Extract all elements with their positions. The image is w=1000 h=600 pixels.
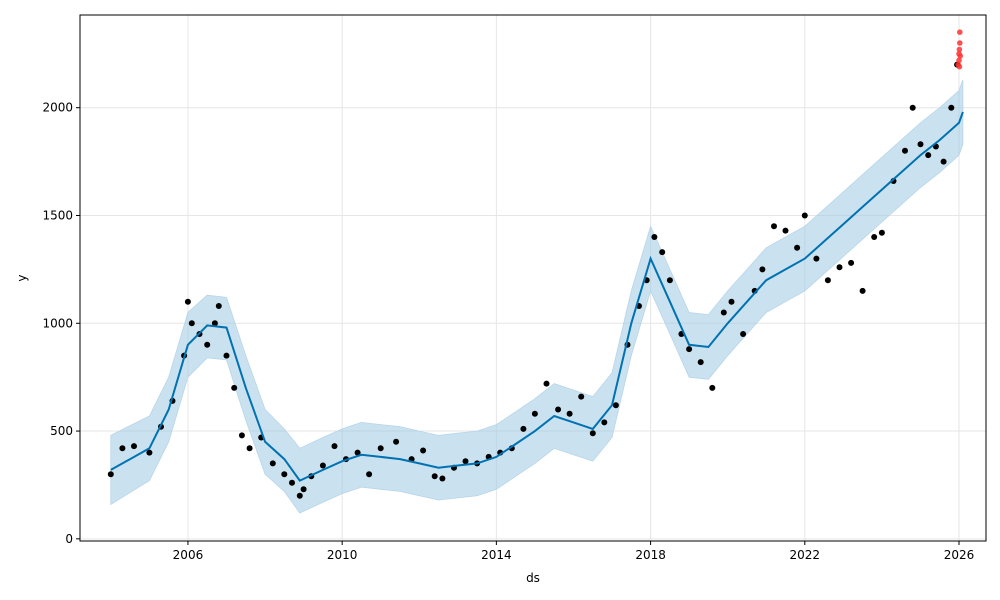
observed-point [848,259,855,266]
observed-point [659,249,666,256]
observed-point [331,443,338,450]
observed-point [246,445,253,452]
observed-point [215,303,222,309]
x-axis-ticks: 2006 2010 2014 2018 2022 2026 [173,541,975,562]
observed-point [925,152,932,159]
observed-point [119,445,126,452]
x-tick-label: 2006 [173,548,204,562]
forecast-line-group [110,111,964,482]
x-tick-label: 2018 [635,548,666,562]
recent-point [957,53,963,59]
observed-point [420,447,427,454]
observed-point [801,212,808,219]
observed-point [836,264,843,271]
observed-point [740,331,747,337]
observed-point [759,266,766,273]
y-tick-label: 2000 [42,101,73,115]
observed-point [319,462,326,469]
observed-point [300,486,307,493]
y-tick-label: 0 [65,532,73,546]
observed-point [578,393,585,400]
observed-point [709,384,716,391]
observed-point [131,443,137,450]
y-axis-ticks: 0 500 1000 1500 2000 [42,101,80,546]
recent-point [956,63,963,70]
recent-points-group [955,29,963,70]
observed-point [824,277,831,284]
observed-point [697,359,704,366]
observed-point [543,380,550,387]
observed-point [393,438,400,445]
observed-point [917,141,924,148]
observed-point [666,277,673,284]
observed-point [146,449,153,456]
observed-point [794,244,801,251]
observed-point [601,419,608,426]
x-tick-label: 2022 [790,548,821,562]
observed-point [211,320,218,327]
uncertainty-band-group [110,79,964,514]
forecast-line [110,111,964,482]
observed-point [902,147,908,154]
observed-point [859,287,866,294]
observed-point [289,479,295,486]
recent-point [956,46,963,53]
observed-point [462,458,469,465]
observed-point [813,255,820,262]
x-tick-label: 2014 [481,548,512,562]
observed-point [377,445,384,452]
observed-point [878,229,885,236]
observed-point [871,234,878,240]
plot-frame [79,14,987,542]
observed-point [223,352,230,359]
observed-point [909,104,916,111]
observed-point [728,298,735,305]
observed-point [184,298,191,305]
observed-point [296,492,303,499]
observed-point [612,402,619,409]
observed-point [439,475,446,482]
observed-point [281,471,288,478]
y-tick-label: 1500 [42,208,73,222]
observed-point [204,341,211,348]
x-tick-label: 2010 [327,548,358,562]
observed-point [531,410,538,417]
uncertainty-band [110,79,964,514]
recent-point [957,29,963,35]
observed-point [782,227,789,234]
observed-point [238,432,245,439]
observed-point [520,425,527,432]
observed-point [940,158,947,165]
y-tick-label: 500 [50,424,73,438]
observed-point [269,460,276,467]
observed-point [720,309,727,316]
x-tick-label: 2026 [944,548,975,562]
observed-point [589,430,596,437]
observed-point [231,384,238,391]
observed-point [188,320,195,327]
observed-point [431,473,438,480]
y-axis-label: y [15,274,29,281]
observed-point [107,471,114,478]
observed-point [354,449,361,456]
x-axis-label: ds [526,571,540,585]
observed-point [651,234,658,240]
observed-point [555,406,562,413]
observed-point [948,104,955,111]
recent-point [956,57,962,64]
observed-point [686,346,693,353]
observed-point [771,223,777,230]
recent-point [957,40,963,46]
observed-point [366,471,373,478]
observed-point [566,410,573,417]
y-tick-label: 1000 [42,316,73,330]
